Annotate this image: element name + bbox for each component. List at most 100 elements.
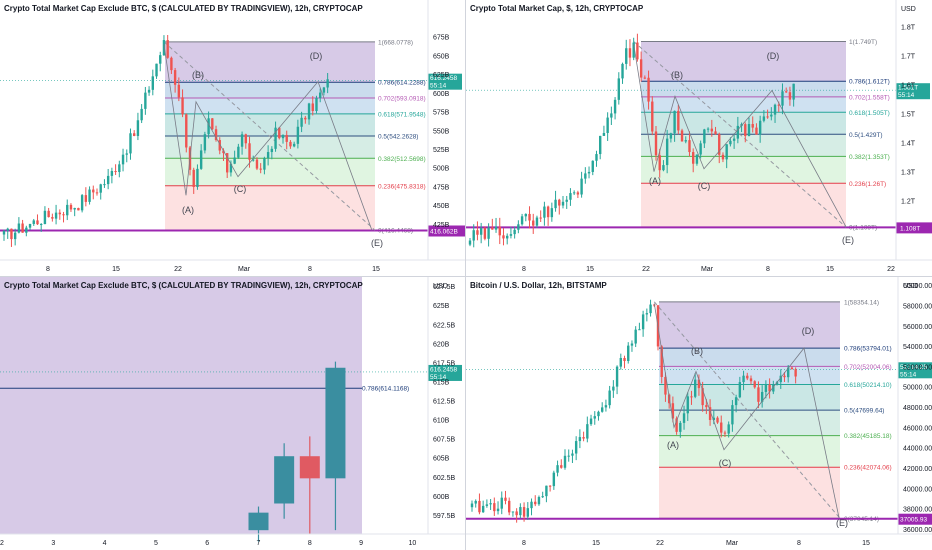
axis-unit-label: USD [901,6,916,13]
x-tick-label: 4 [103,540,107,547]
candle-body [651,101,654,132]
panel-divider-horizontal[interactable] [0,276,932,277]
y-tick-label: 607.5B [433,437,456,444]
x-tick-label: Mar [701,266,714,273]
candle-body [558,199,561,206]
candle-body [679,422,682,432]
y-tick-label: 575B [433,110,450,117]
x-tick-label: 8 [308,540,312,547]
y-tick-label: 597.5B [433,513,456,520]
panel-divider-vertical[interactable] [465,0,466,550]
x-tick-label: 8 [46,266,50,273]
candle-body [706,128,710,130]
wave-label: (E) [842,235,854,245]
chart-svg[interactable]: 1(58354.14) 0.786(53794.01) 0.702(52004.06… [466,277,932,550]
y-tick-label: 44000.00 [903,446,932,453]
candle-body [170,57,173,71]
fib-zone [641,183,846,228]
candle-body [634,329,637,344]
chart-panel-altcap-zoom[interactable]: Crypto Total Market Cap Exclude BTC, $ (… [0,277,465,550]
candle-body [625,48,628,64]
y-tick-label: 450B [433,203,450,210]
candle-body [686,396,689,414]
x-tick-label: 15 [372,266,380,273]
y-tick-label: 425B [433,222,450,229]
y-tick-label: 38000.00 [903,507,932,514]
candle-body [781,91,784,106]
candle-body [630,343,634,346]
candle-body [751,124,754,128]
candle-body [99,184,102,193]
candle-body [675,418,678,432]
chart-svg[interactable]: 1(668.0778) 0.786(614.2288) 0.702(593.0918… [0,0,465,276]
last-price-tag [896,83,930,100]
fib-label: 0.702(1.558T) [849,94,890,101]
fib-label: 0.702(52004.06) [844,364,892,371]
candle-body [619,357,622,367]
candle-body [511,511,515,513]
chart-panel-btcusd[interactable]: Bitcoin / U.S. Dollar, 12h, BITSTAMP 1(5… [466,277,932,550]
candle-body [77,207,80,211]
candle-body [613,99,617,114]
support-price-label: 37005.93 [900,517,927,524]
candle-body [508,500,511,513]
fib-zone [659,410,840,436]
candle-body [144,92,147,109]
candle-body [744,124,747,137]
x-tick-label: 15 [592,540,600,547]
candle-body [252,159,255,161]
chart-svg[interactable]: 1(1.749T) 0.786(1.612T) 0.702(1.558T) 0.618… [466,0,932,276]
candle-body [762,116,766,121]
wave-path [633,44,847,227]
candle-body [539,217,542,219]
y-tick-label: 475B [433,184,450,191]
x-tick-label: 8 [797,540,801,547]
candle-body [714,131,717,135]
candle-body [181,97,184,115]
candle-body [560,465,563,468]
candle-body [554,199,557,209]
chart-svg[interactable]: 0.786(614.1168)616.245855:14USD627.5B625… [0,277,465,550]
y-tick-label: 610B [433,418,450,425]
candle-body [645,313,649,315]
y-tick-label: 48000.00 [903,405,932,412]
candle-body [487,227,490,239]
candle-body [764,384,768,392]
fib-label: 0.236(42074.06) [844,465,892,472]
x-tick-label: 22 [656,540,664,547]
y-tick-label: 40000.00 [903,486,932,493]
wave-label: (E) [371,238,383,248]
candle-body [599,135,602,155]
candle-body [738,382,742,398]
x-tick-label: 6 [205,540,209,547]
y-tick-label: 1.3T [901,170,916,177]
y-tick-label: 1.7T [901,54,916,61]
y-tick-label: 650B [433,53,450,60]
candle-body [491,227,494,230]
candle-body [281,134,285,139]
y-tick-label: 625B [433,303,450,310]
candle-body [643,77,647,79]
candle-body [54,212,58,219]
chart-panel-altcap[interactable]: Crypto Total Market Cap Exclude BTC, $ (… [0,0,465,276]
wave-label: (E) [836,518,848,528]
last-price-tag [898,362,932,379]
candle-body [705,405,708,408]
candle-body [517,224,520,230]
candle-body [701,388,704,406]
candle-body [773,104,777,115]
candle-body [632,42,635,58]
x-tick-label: 8 [766,266,770,273]
y-tick-label: 627.5B [433,284,456,291]
candle-body [173,70,177,85]
chart-panel-totalcap[interactable]: Crypto Total Market Cap, $, 12h, CRYPTOC… [466,0,932,276]
y-tick-label: 1.6T [901,83,916,90]
x-tick-label: 2 [0,540,4,547]
fib-zone [641,81,846,97]
chart-title: Crypto Total Market Cap, $, 12h, CRYPTOC… [470,4,644,13]
y-tick-label: 1.4T [901,141,916,148]
candle-body [589,418,593,425]
last-price-value: 616.2458 [430,366,457,373]
candle-body [226,153,229,173]
candle-body [274,127,277,149]
